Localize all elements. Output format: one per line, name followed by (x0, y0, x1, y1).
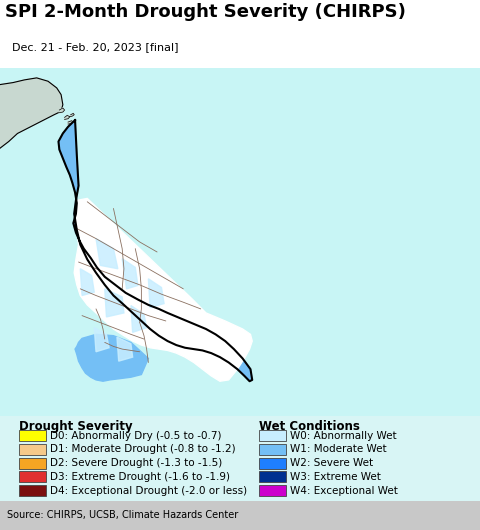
Polygon shape (70, 113, 74, 117)
FancyBboxPatch shape (19, 430, 46, 441)
FancyBboxPatch shape (19, 444, 46, 455)
Polygon shape (117, 337, 132, 361)
FancyBboxPatch shape (19, 485, 46, 496)
Polygon shape (74, 198, 252, 381)
FancyBboxPatch shape (19, 471, 46, 482)
Text: D0: Abnormally Dry (-0.5 to -0.7): D0: Abnormally Dry (-0.5 to -0.7) (50, 430, 222, 440)
Text: Wet Conditions: Wet Conditions (259, 420, 360, 434)
Polygon shape (0, 78, 63, 148)
Polygon shape (105, 289, 124, 317)
Text: W0: Abnormally Wet: W0: Abnormally Wet (290, 430, 397, 440)
Text: D1: Moderate Drought (-0.8 to -1.2): D1: Moderate Drought (-0.8 to -1.2) (50, 444, 236, 454)
FancyBboxPatch shape (19, 457, 46, 469)
FancyBboxPatch shape (259, 471, 286, 482)
Text: W2: Severe Wet: W2: Severe Wet (290, 458, 373, 468)
Polygon shape (80, 269, 94, 296)
FancyBboxPatch shape (259, 457, 286, 469)
Polygon shape (65, 116, 70, 119)
Text: W3: Extreme Wet: W3: Extreme Wet (290, 472, 381, 482)
Text: Drought Severity: Drought Severity (19, 420, 133, 434)
Polygon shape (59, 120, 252, 381)
Polygon shape (96, 238, 118, 269)
Polygon shape (60, 108, 65, 113)
Text: W4: Exceptional Wet: W4: Exceptional Wet (290, 485, 398, 496)
Text: Source: CHIRPS, UCSB, Climate Hazards Center: Source: CHIRPS, UCSB, Climate Hazards Ce… (7, 510, 239, 520)
Polygon shape (68, 121, 73, 124)
Text: D3: Extreme Drought (-1.6 to -1.9): D3: Extreme Drought (-1.6 to -1.9) (50, 472, 230, 482)
Text: D2: Severe Drought (-1.3 to -1.5): D2: Severe Drought (-1.3 to -1.5) (50, 458, 223, 468)
Text: SPI 2-Month Drought Severity (CHIRPS): SPI 2-Month Drought Severity (CHIRPS) (5, 3, 406, 21)
FancyBboxPatch shape (259, 485, 286, 496)
Polygon shape (94, 328, 109, 352)
Polygon shape (148, 279, 164, 307)
Text: D4: Exceptional Drought (-2.0 or less): D4: Exceptional Drought (-2.0 or less) (50, 485, 248, 496)
FancyBboxPatch shape (259, 430, 286, 441)
Polygon shape (131, 306, 146, 332)
Polygon shape (75, 334, 148, 381)
Text: Dec. 21 - Feb. 20, 2023 [final]: Dec. 21 - Feb. 20, 2023 [final] (12, 42, 179, 52)
FancyBboxPatch shape (259, 444, 286, 455)
Text: W1: Moderate Wet: W1: Moderate Wet (290, 444, 387, 454)
Polygon shape (122, 259, 138, 289)
